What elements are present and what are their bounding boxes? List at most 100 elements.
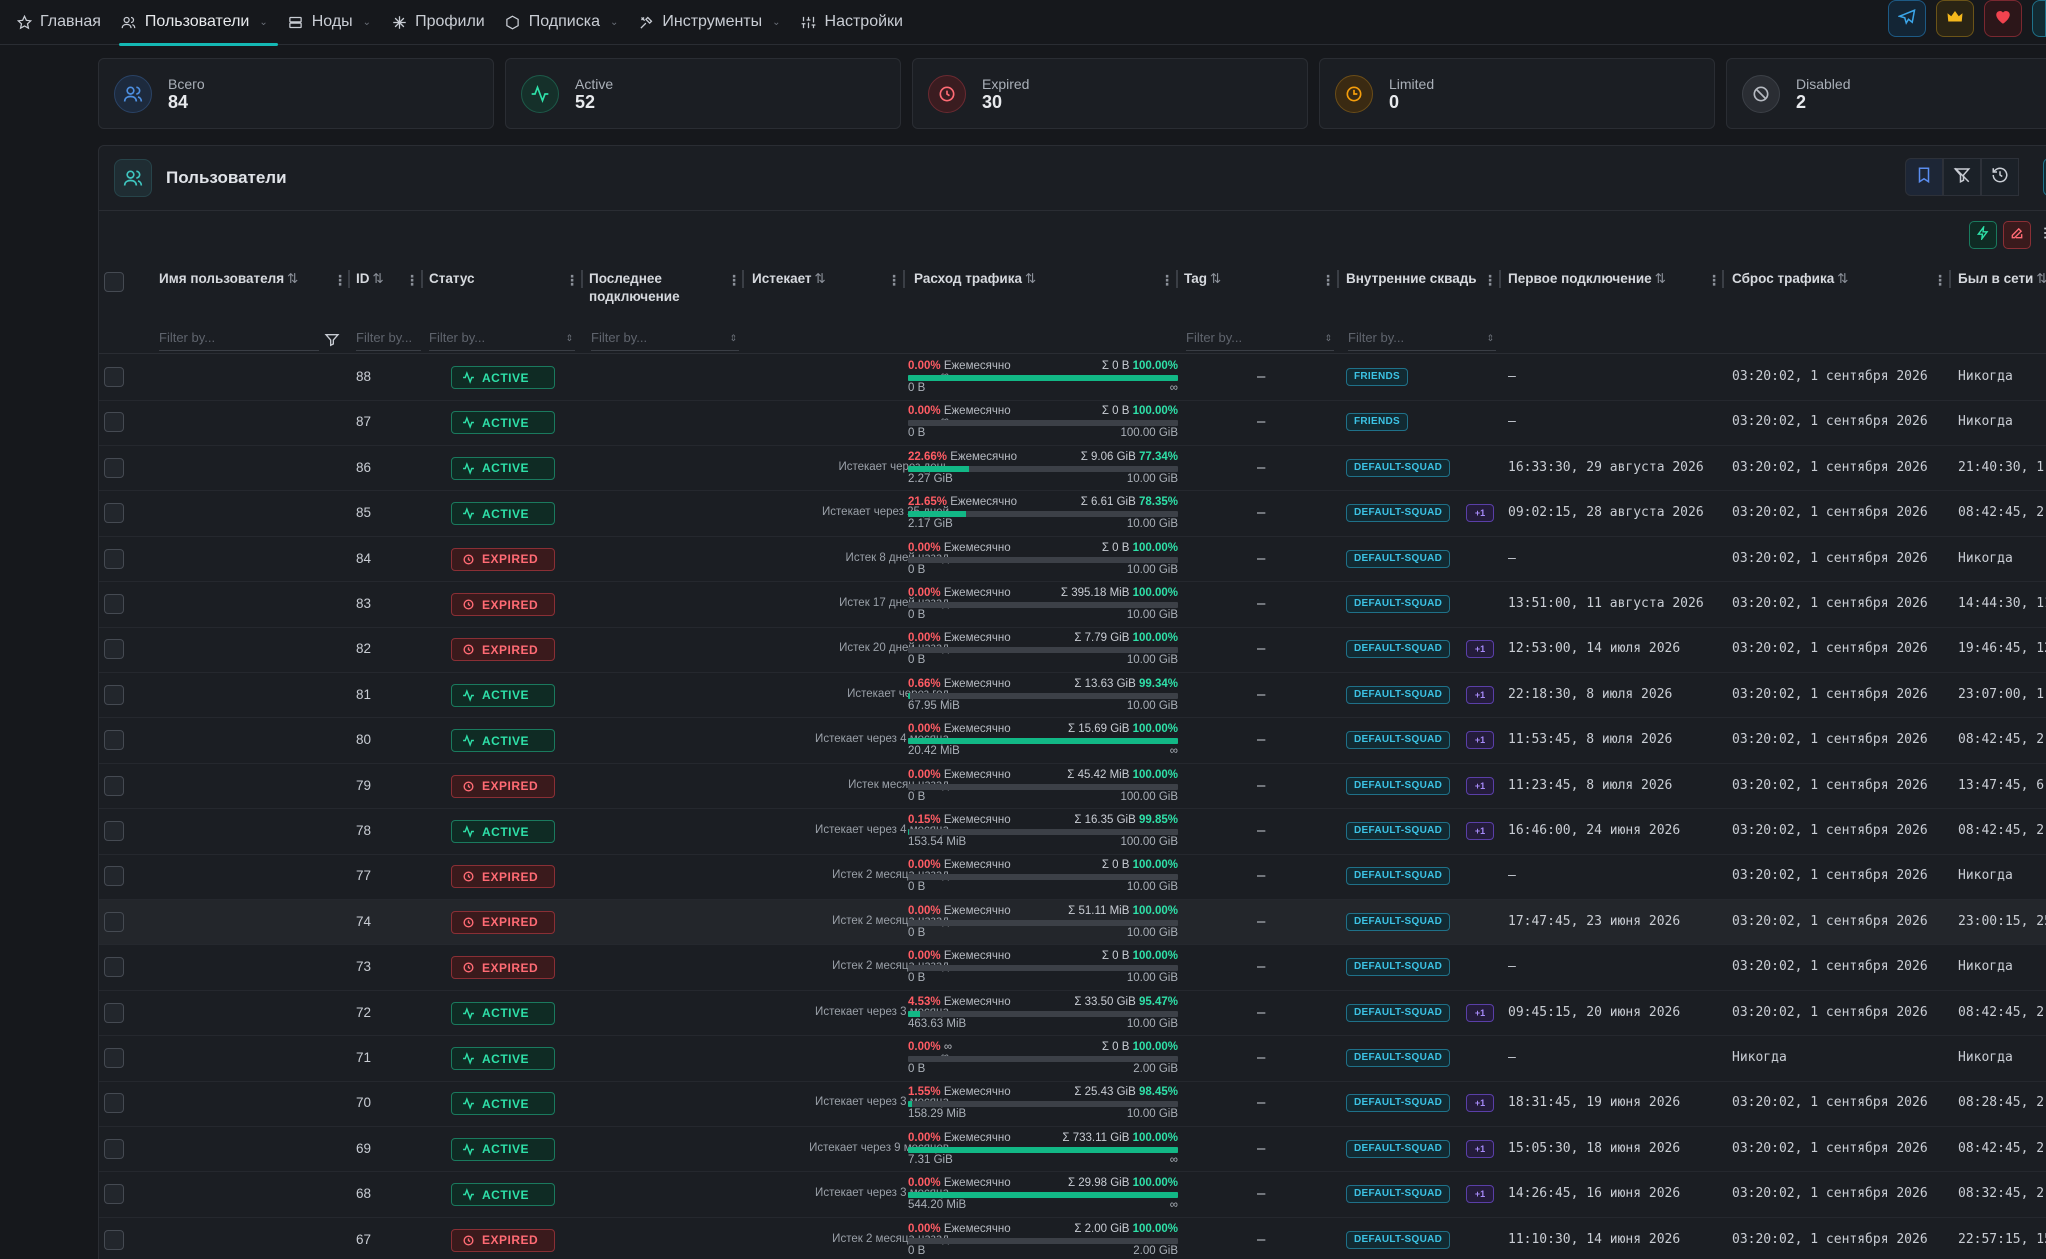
row-checkbox[interactable]: [104, 1184, 124, 1205]
column-first-connect[interactable]: Первое подключение ⇅: [1508, 271, 1667, 286]
more-squads-badge[interactable]: +1: [1466, 504, 1494, 523]
column-menu-icon[interactable]: ⋮: [1321, 272, 1335, 288]
quick-action-button[interactable]: [1969, 221, 1997, 249]
column-traffic[interactable]: Расход трафика ⇅: [914, 271, 1037, 286]
column-resizer[interactable]: [1722, 270, 1724, 288]
row-checkbox[interactable]: [104, 412, 124, 433]
table-row[interactable]: 69 ACTIVE Истекает через 9 месяцев 0.00% Еж…: [99, 1127, 2046, 1173]
row-checkbox[interactable]: [104, 775, 124, 796]
more-squads-badge[interactable]: +1: [1466, 1185, 1494, 1204]
row-checkbox[interactable]: [104, 957, 124, 978]
row-checkbox[interactable]: [104, 1002, 124, 1023]
row-checkbox[interactable]: [104, 1093, 124, 1114]
row-checkbox[interactable]: [104, 821, 124, 841]
row-checkbox[interactable]: [104, 1048, 124, 1068]
column-resizer[interactable]: [581, 270, 583, 288]
row-checkbox[interactable]: [104, 457, 124, 478]
telegram-button[interactable]: [1888, 0, 1926, 37]
more-squads-badge[interactable]: +1: [1466, 1139, 1494, 1158]
nav-item-tools[interactable]: Инструменты ⌄: [638, 0, 800, 45]
column-reset[interactable]: Сброс трафика ⇅: [1732, 271, 1849, 286]
column-menu-icon[interactable]: ⋮: [1707, 272, 1721, 288]
column-resizer[interactable]: [421, 270, 423, 288]
column-resizer[interactable]: [348, 270, 350, 288]
more-squads-badge[interactable]: +1: [1466, 640, 1494, 659]
table-row[interactable]: 79 EXPIRED Истек месяц назад 0.00% Ежемесяч…: [99, 764, 2046, 810]
more-squads-badge[interactable]: +1: [1466, 1094, 1494, 1113]
column-menu-icon[interactable]: ⋮: [1160, 272, 1174, 288]
row-checkbox[interactable]: [104, 594, 124, 614]
filter-squads[interactable]: Filter by... ⇕: [1348, 329, 1496, 351]
column-last-connect[interactable]: Последнее подключение: [589, 271, 680, 304]
filter-tag[interactable]: Filter by... ⇕: [1186, 329, 1334, 351]
row-checkbox[interactable]: [104, 548, 124, 569]
donate-button[interactable]: [1984, 0, 2022, 37]
nav-item-profiles[interactable]: Профили: [391, 0, 505, 45]
table-row[interactable]: 78 ACTIVE Истекает через 4 месяца 0.15% Еже…: [99, 809, 2046, 855]
row-checkbox[interactable]: [104, 639, 124, 660]
table-row[interactable]: 84 EXPIRED Истек 8 дней назад 0.00% Ежемеся…: [99, 537, 2046, 583]
more-squads-badge[interactable]: +1: [1466, 731, 1494, 750]
nav-item-subscription[interactable]: Подписка ⌄: [505, 0, 639, 45]
refresh-button[interactable]: [1981, 158, 2019, 196]
row-checkbox[interactable]: [104, 911, 124, 932]
filter-username[interactable]: Filter by...: [159, 329, 319, 351]
table-row[interactable]: 68 ACTIVE Истекает через 3 месяца 0.00% Еже…: [99, 1172, 2046, 1218]
row-checkbox[interactable]: [104, 503, 124, 524]
premium-button[interactable]: [1936, 0, 1974, 37]
table-row[interactable]: 72 ACTIVE Истекает через 3 месяца 4.53% Еже…: [99, 991, 2046, 1037]
table-row[interactable]: 83 EXPIRED Истек 17 дней назад 0.00% Ежемес…: [99, 582, 2046, 628]
table-row[interactable]: 70 ACTIVE Истекает через 3 месяца 1.55% Еже…: [99, 1081, 2046, 1127]
column-menu-icon[interactable]: ⋮: [1933, 272, 1947, 288]
column-resizer[interactable]: [1176, 270, 1178, 288]
row-checkbox[interactable]: [104, 866, 124, 887]
nav-item-home[interactable]: Главная: [16, 0, 121, 45]
nav-item-nodes[interactable]: Ноды ⌄: [288, 0, 391, 45]
filter-last-connect[interactable]: Filter by... ⇕: [591, 329, 739, 351]
table-row[interactable]: 81 ACTIVE Истекает через год 0.66% Ежемесяч…: [99, 673, 2046, 719]
columns-menu-button[interactable]: [2037, 221, 2046, 249]
filter-funnel-icon[interactable]: [324, 332, 340, 352]
row-checkbox[interactable]: [104, 1229, 124, 1250]
table-row[interactable]: 88 ACTIVE ∞ 0.00% Ежемесячно Σ 0 B 100.00% 0 …: [99, 355, 2046, 401]
column-menu-icon[interactable]: ⋮: [333, 272, 347, 288]
more-squads-badge[interactable]: +1: [1466, 822, 1494, 840]
column-resizer[interactable]: [1337, 270, 1339, 288]
nav-item-users[interactable]: Пользователи ⌄: [118, 0, 288, 46]
table-row[interactable]: 73 EXPIRED Истек 2 месяца назад 0.00% Ежеме…: [99, 945, 2046, 991]
select-all-checkbox[interactable]: [104, 272, 124, 292]
column-id[interactable]: ID ⇅: [356, 271, 384, 286]
column-menu-icon[interactable]: ⋮: [405, 272, 419, 288]
filter-status[interactable]: Filter by... ⇕: [429, 329, 575, 351]
column-squads[interactable]: Внутренние сквады: [1346, 271, 1476, 286]
table-row[interactable]: 67 EXPIRED Истек 2 месяца назад 0.00% Ежеме…: [99, 1218, 2046, 1259]
column-online[interactable]: Был в сети ⇅: [1958, 271, 2046, 286]
table-row[interactable]: 77 EXPIRED Истек 2 месяца назад 0.00% Ежеме…: [99, 854, 2046, 900]
row-checkbox[interactable]: [104, 730, 124, 751]
clear-filters-button[interactable]: [1943, 158, 1981, 196]
row-checkbox[interactable]: [104, 367, 124, 387]
column-menu-icon[interactable]: ⋮: [727, 272, 741, 288]
column-menu-icon[interactable]: ⋮: [1483, 272, 1497, 288]
column-tag[interactable]: Tag ⇅: [1184, 271, 1222, 286]
more-squads-badge[interactable]: +1: [1466, 776, 1494, 795]
more-squads-badge[interactable]: +1: [1466, 685, 1494, 704]
column-resizer[interactable]: [1499, 270, 1501, 288]
table-row[interactable]: 82 EXPIRED Истек 20 дней назад 0.00% Ежемес…: [99, 627, 2046, 673]
bookmark-button[interactable]: [1905, 158, 1943, 196]
table-row[interactable]: 85 ACTIVE Истекает через 25 дней 21.65% Еже…: [99, 491, 2046, 537]
column-resizer[interactable]: [903, 270, 905, 288]
table-row[interactable]: 80 ACTIVE Истекает через 4 месяца 0.00% Еже…: [99, 718, 2046, 764]
column-expires[interactable]: Истекает ⇅: [752, 271, 826, 286]
row-checkbox[interactable]: [104, 1138, 124, 1159]
column-menu-icon[interactable]: ⋮: [887, 272, 901, 288]
more-squads-badge[interactable]: +1: [1466, 1003, 1494, 1022]
table-row[interactable]: 71 ACTIVE ∞0.00% ∞ Σ 0 B 100.00% 0 B 2.00 GiB…: [99, 1036, 2046, 1082]
extra-button[interactable]: [2032, 0, 2046, 37]
column-status[interactable]: Статус: [429, 271, 475, 286]
table-row[interactable]: 74 EXPIRED Истек 2 месяца назад 0.00% Ежеме…: [99, 899, 2046, 946]
column-username[interactable]: Имя пользователя ⇅: [159, 271, 299, 286]
column-menu-icon[interactable]: ⋮: [565, 272, 579, 288]
row-checkbox[interactable]: [104, 684, 124, 705]
